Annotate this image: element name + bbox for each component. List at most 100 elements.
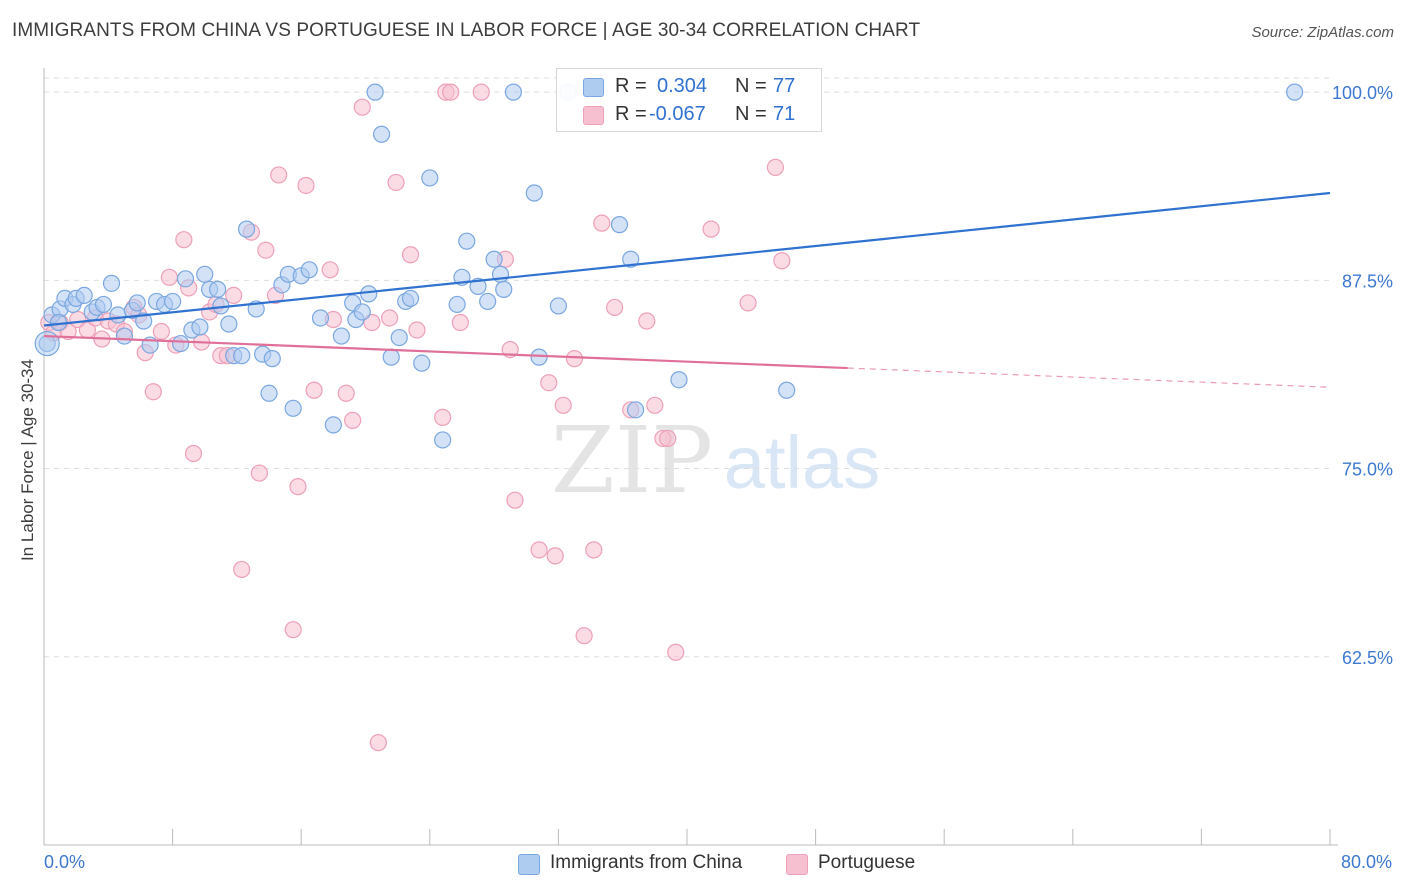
- china-point: [390, 328, 408, 347]
- china-points: [34, 83, 1304, 449]
- portuguese-point: [344, 411, 362, 429]
- china-point: [135, 312, 153, 330]
- china-point: [366, 83, 384, 101]
- legend-row-portuguese: R = -0.067 N = 71: [557, 101, 821, 129]
- legend-n-value-portuguese: 71: [773, 103, 796, 125]
- china-point: [479, 292, 497, 311]
- portuguese-point: [369, 734, 387, 752]
- y-tick-label: 75.0%: [1342, 460, 1393, 480]
- y-tick-label: 62.5%: [1342, 648, 1393, 668]
- china-point: [263, 350, 281, 368]
- portuguese-point: [593, 214, 611, 232]
- china-point: [1286, 83, 1304, 101]
- correlation-legend: R = 0.304 N = 77 R = -0.067 N = 71: [556, 68, 822, 132]
- china-point: [191, 318, 209, 336]
- y-tick-label: 87.5%: [1342, 271, 1393, 291]
- china-point: [34, 330, 60, 357]
- watermark-zip: ZIP: [551, 407, 713, 514]
- portuguese-point: [575, 627, 593, 645]
- china-point: [525, 184, 543, 202]
- portuguese-point: [408, 321, 426, 339]
- china-point: [421, 169, 439, 187]
- portuguese-point: [739, 294, 757, 312]
- portuguese-point: [337, 384, 355, 402]
- y-tick-label: 100.0%: [1332, 83, 1393, 103]
- china-point: [448, 295, 466, 314]
- portuguese-point: [233, 560, 251, 579]
- china-point: [94, 295, 113, 314]
- portuguese-point: [381, 309, 399, 327]
- china-point: [332, 327, 350, 345]
- portuguese-point: [434, 408, 452, 426]
- china-point: [458, 232, 476, 250]
- portuguese-point: [554, 396, 572, 414]
- china-point: [260, 384, 278, 402]
- china-point: [75, 286, 93, 304]
- china-point: [172, 334, 190, 353]
- portuguese-point: [606, 298, 624, 317]
- china-point: [196, 265, 214, 283]
- portuguese-point: [175, 231, 193, 249]
- bottom-legend-label-china: Immigrants from China: [550, 852, 743, 873]
- bottom-legend-label-portuguese: Portuguese: [818, 852, 916, 873]
- china-point: [115, 327, 133, 345]
- china-point: [128, 294, 146, 312]
- china-point: [610, 216, 629, 234]
- portuguese-point: [773, 252, 791, 270]
- portuguese-point: [257, 241, 275, 259]
- watermark-atlas: atlas: [724, 421, 880, 504]
- legend-r-label-portuguese: R =: [615, 103, 647, 125]
- portuguese-point: [442, 83, 460, 101]
- china-point: [324, 416, 342, 434]
- legend-r-label-china: R =: [615, 75, 647, 97]
- china-point: [237, 220, 256, 238]
- legend-r-value-portuguese: -0.067: [649, 103, 706, 125]
- portuguese-point: [160, 268, 178, 286]
- portuguese-point: [387, 173, 405, 192]
- x-tick-label-min: 0.0%: [44, 852, 86, 872]
- portuguese-point: [506, 491, 524, 509]
- china-point: [434, 431, 452, 449]
- china-point: [176, 270, 195, 288]
- portuguese-point: [353, 98, 371, 116]
- portuguese-point: [451, 313, 469, 332]
- x-tick-label-max: 80.0%: [1340, 852, 1392, 872]
- chart-title: IMMIGRANTS FROM CHINA VS PORTUGUESE IN L…: [12, 20, 921, 41]
- china-point: [622, 250, 640, 268]
- portuguese-point: [638, 312, 656, 330]
- watermark: ZIP atlas: [551, 407, 880, 514]
- portuguese-point: [472, 83, 490, 101]
- portuguese-point: [144, 383, 162, 401]
- trend-lines: [43, 191, 1331, 388]
- bottom-legend-swatch-portuguese: [786, 854, 808, 875]
- portuguese-point: [530, 541, 548, 559]
- china-point: [209, 280, 227, 298]
- chart-source: Source: ZipAtlas.com: [1251, 24, 1394, 41]
- china-point: [549, 297, 568, 315]
- y-tick-labels: 62.5% 75.0% 87.5% 100.0%: [1332, 83, 1393, 668]
- legend-r-value-china: 0.304: [657, 75, 708, 97]
- portuguese-point: [646, 396, 664, 414]
- portuguese-point: [401, 246, 420, 264]
- axes: [43, 68, 1338, 846]
- china-point: [300, 261, 318, 279]
- china-point: [284, 399, 302, 417]
- china-point: [109, 306, 127, 324]
- portuguese-point: [250, 464, 269, 482]
- china-point: [495, 280, 513, 298]
- china-point: [485, 250, 503, 268]
- portuguese-point: [363, 313, 381, 332]
- legend-n-value-china: 77: [773, 75, 796, 97]
- china-point: [670, 371, 688, 389]
- portuguese-point: [289, 478, 307, 496]
- portuguese-point: [305, 381, 323, 399]
- portuguese-point: [321, 261, 339, 279]
- bottom-legend-swatch-china: [518, 854, 540, 875]
- legend-swatch-china: [583, 78, 604, 97]
- portuguese-point: [659, 429, 677, 448]
- portuguese-point: [270, 166, 288, 184]
- legend-n-label-china: N =: [735, 75, 767, 97]
- legend-swatch-portuguese: [583, 106, 604, 125]
- portuguese-point: [667, 643, 685, 661]
